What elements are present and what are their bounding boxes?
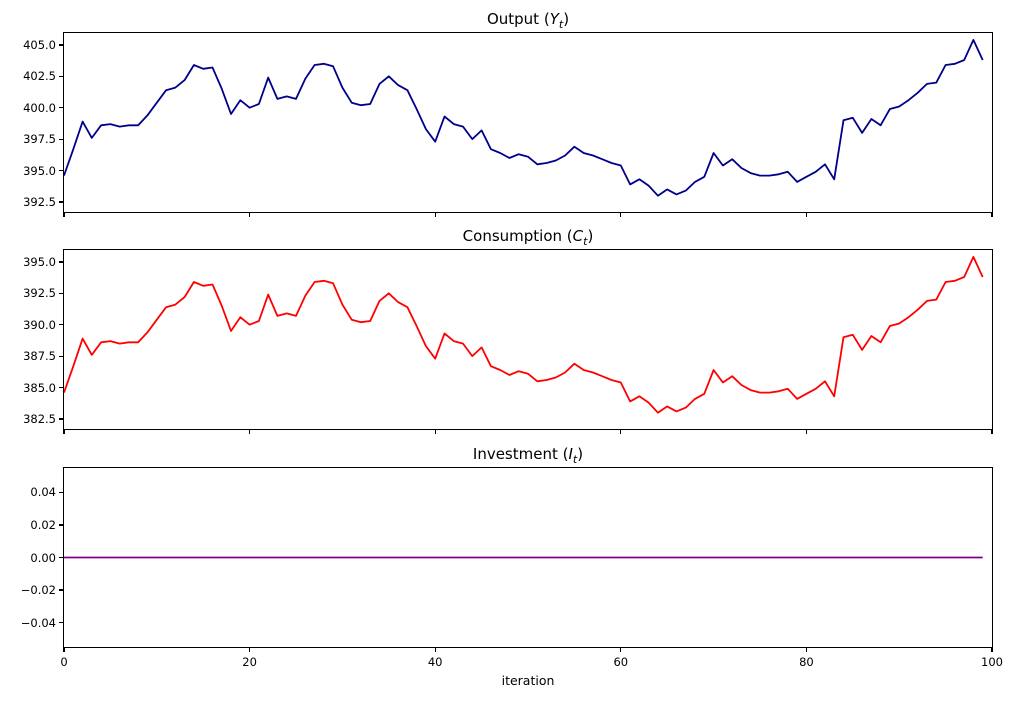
y-tick-mark xyxy=(59,556,63,559)
y-tick-mark xyxy=(59,589,63,591)
y-tick-mark xyxy=(59,75,63,77)
x-axis-label: iteration xyxy=(501,673,555,688)
x-tick-mark xyxy=(991,213,993,217)
consumption-plot-canvas xyxy=(64,256,984,414)
y-tick-mark xyxy=(59,261,63,263)
title-symbol: I xyxy=(568,445,573,463)
x-tick-label: 0 xyxy=(60,655,68,669)
y-tick-mark xyxy=(59,621,63,624)
y-tick-label: 387.5 xyxy=(23,349,56,364)
output-plot-canvas xyxy=(64,39,984,197)
title-suffix: ) xyxy=(577,445,584,463)
x-tick-mark xyxy=(249,648,251,652)
y-tick-mark xyxy=(59,524,63,526)
y-tick-label: −0.04 xyxy=(20,615,56,630)
y-tick-label: 0.02 xyxy=(30,517,56,532)
y-tick-mark xyxy=(59,324,63,326)
y-tick-label: 390.0 xyxy=(23,317,56,332)
y-tick-label: 0.00 xyxy=(30,550,56,565)
title-subscript: t xyxy=(572,453,578,466)
title-suffix: ) xyxy=(587,227,594,245)
y-tick-mark xyxy=(59,292,63,294)
title-prefix: Output ( xyxy=(486,10,550,28)
y-tick-label: 392.5 xyxy=(23,194,56,209)
x-tick-mark xyxy=(991,430,993,434)
consumption-line xyxy=(64,256,984,414)
y-tick-label: 0.04 xyxy=(30,485,56,500)
title-suffix: ) xyxy=(563,10,570,28)
title-symbol: C xyxy=(572,227,584,245)
x-tick-label: 100 xyxy=(981,655,1003,669)
y-tick-label: 392.5 xyxy=(23,286,56,301)
y-tick-label: 397.5 xyxy=(23,132,56,147)
y-tick-mark xyxy=(59,386,63,389)
consumption-plot: Consumption (Ct) 395.0 392.5 390.0 387.5 385… xyxy=(23,227,993,434)
x-tick-label: 60 xyxy=(613,655,629,669)
x-tick-mark xyxy=(620,430,622,434)
y-tick-mark xyxy=(59,169,63,172)
title-prefix: Consumption ( xyxy=(462,227,573,245)
x-tick-label: 40 xyxy=(427,655,443,669)
output-line xyxy=(64,39,984,197)
consumption-plot-title: Consumption (Ct) xyxy=(64,227,992,248)
x-tick-mark xyxy=(805,213,807,217)
title-subscript: t xyxy=(583,235,588,248)
y-tick-label: 400.0 xyxy=(23,100,56,115)
x-tick-mark xyxy=(434,430,436,434)
investment-plot-canvas xyxy=(64,556,983,559)
y-tick-mark xyxy=(59,201,63,203)
y-tick-mark xyxy=(59,44,63,46)
x-tick-mark xyxy=(620,213,622,217)
x-tick-label: 80 xyxy=(799,655,814,669)
y-tick-label: 405.0 xyxy=(23,37,56,52)
investment-plot: Investment (It) iteration 0.04 0.02 0.00 −0… xyxy=(21,445,1003,688)
x-tick-mark xyxy=(434,648,436,652)
output-plot-title: Output (Yt) xyxy=(64,10,992,31)
title-symbol: Y xyxy=(549,10,559,28)
investment-plot-title: Investment (It) xyxy=(64,445,992,466)
y-tick-mark xyxy=(59,138,63,140)
x-tick-mark xyxy=(63,213,65,217)
x-tick-mark xyxy=(805,430,807,434)
y-tick-label: 395.0 xyxy=(23,254,56,269)
x-tick-mark xyxy=(63,648,65,652)
y-tick-mark xyxy=(59,107,63,109)
x-tick-label: 20 xyxy=(242,655,257,669)
x-tick-mark xyxy=(249,213,251,217)
y-tick-mark xyxy=(59,355,63,357)
x-tick-mark xyxy=(434,213,436,217)
y-tick-mark xyxy=(59,418,63,420)
output-plot: Output (Yt) 405.0 402.5 400.0 397.5 395.0 392… xyxy=(23,10,993,217)
y-tick-label: 395.0 xyxy=(23,163,56,178)
y-tick-label: 385.0 xyxy=(23,380,56,395)
x-tick-mark xyxy=(991,648,993,652)
y-tick-label: −0.02 xyxy=(20,583,56,598)
title-subscript: t xyxy=(558,18,564,31)
x-tick-mark xyxy=(620,648,622,652)
x-tick-mark xyxy=(249,430,251,434)
y-tick-label: 382.5 xyxy=(23,411,56,426)
x-tick-mark xyxy=(805,648,807,652)
x-tick-mark xyxy=(63,430,65,434)
y-tick-mark xyxy=(59,491,63,493)
title-prefix: Investment ( xyxy=(472,445,569,463)
y-tick-label: 402.5 xyxy=(23,69,56,84)
